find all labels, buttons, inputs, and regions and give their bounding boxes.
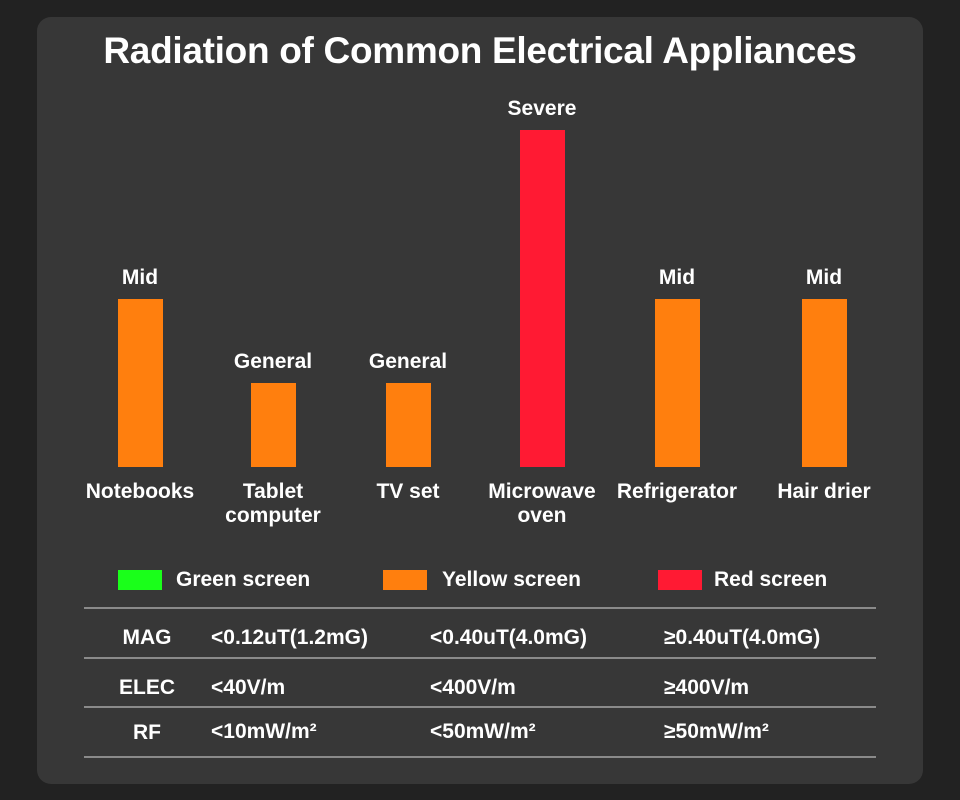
category-label: Microwave oven — [488, 480, 596, 527]
table-row-head-mag: MAG — [122, 626, 172, 649]
legend-label: Yellow screen — [442, 568, 581, 591]
category-label: TV set — [376, 480, 440, 503]
legend-label: Green screen — [176, 568, 311, 591]
bar-value-label: Severe — [507, 97, 577, 120]
bar — [250, 382, 296, 467]
bar — [519, 130, 565, 467]
table-rule — [84, 657, 876, 659]
table-rule — [84, 756, 876, 758]
chart-panel — [37, 17, 923, 784]
bar-value-label: Mid — [805, 265, 843, 289]
table-rule — [84, 607, 876, 609]
table-cell: <400V/m — [430, 676, 516, 699]
table-cell: <40V/m — [211, 676, 286, 699]
bar — [117, 298, 163, 467]
table-cell: <0.12uT(1.2mG) — [211, 626, 368, 649]
bar-value-label: General — [368, 349, 448, 373]
bar-value-label: Mid — [121, 265, 159, 289]
category-label: Hair drier — [777, 480, 871, 503]
legend-swatch — [658, 570, 702, 590]
table-row-head-rf: RF — [133, 721, 161, 744]
table-rule — [84, 706, 876, 708]
legend-label: Red screen — [714, 568, 828, 591]
chart-title: Radiation of Common Electrical Appliance… — [103, 30, 857, 71]
bar — [801, 298, 847, 467]
table-cell: ≥0.40uT(4.0mG) — [664, 626, 821, 649]
table-cell: ≥400V/m — [664, 676, 750, 699]
bar-value-label: General — [233, 349, 313, 373]
bar — [385, 382, 431, 467]
bar-value-label: Mid — [658, 265, 696, 289]
category-label: Notebooks — [85, 480, 195, 503]
table-cell: <10mW/m² — [211, 720, 317, 743]
legend-swatch — [383, 570, 427, 590]
category-label: Tablet computer — [225, 480, 321, 527]
table-cell: <50mW/m² — [430, 720, 536, 743]
legend-swatch — [118, 570, 162, 590]
bar — [654, 298, 700, 467]
table-row-head-elec: ELEC — [118, 676, 175, 699]
table-cell: ≥50mW/m² — [664, 720, 769, 743]
category-label: Refrigerator — [616, 480, 738, 503]
table-cell: <0.40uT(4.0mG) — [430, 626, 587, 649]
